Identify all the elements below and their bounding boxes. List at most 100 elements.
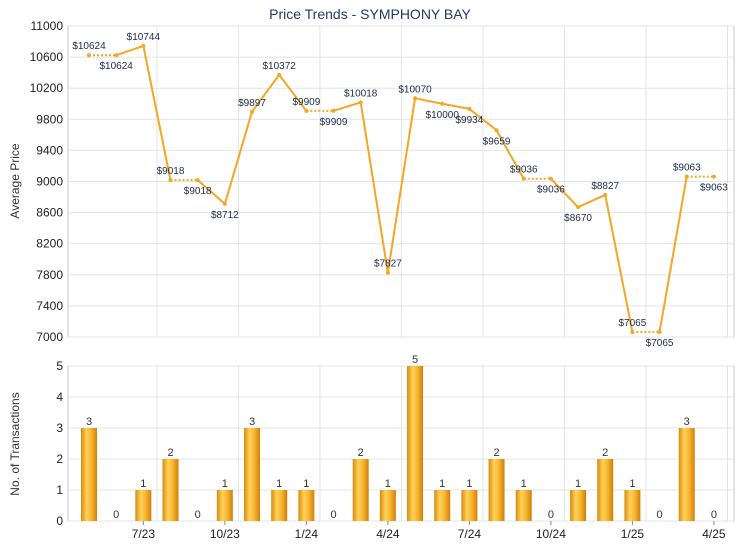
- price-data-label: $9018: [157, 166, 185, 177]
- price-y-tick-label: 7400: [36, 299, 63, 313]
- transaction-bar: [298, 490, 315, 521]
- price-line-segment: [550, 178, 579, 208]
- price-data-label: $10624: [99, 61, 133, 72]
- transaction-bar: [352, 459, 369, 521]
- price-point: [331, 108, 336, 113]
- price-data-label: $9036: [537, 185, 565, 196]
- transaction-bar: [244, 428, 261, 521]
- transaction-bar: [678, 428, 695, 521]
- transaction-count-label: 1: [303, 478, 309, 490]
- transaction-bar: [570, 490, 587, 521]
- transaction-count-label: 5: [412, 354, 418, 366]
- transaction-bar: [407, 366, 424, 521]
- price-data-label: $7065: [618, 318, 646, 329]
- price-point: [521, 176, 526, 181]
- price-y-tick-label: 10600: [30, 50, 64, 64]
- transaction-bar: [135, 490, 152, 521]
- price-point: [195, 178, 200, 183]
- transaction-count-label: 2: [493, 447, 499, 459]
- price-data-label: $9018: [184, 186, 212, 197]
- price-point: [440, 101, 445, 106]
- x-tick-label: 10/24: [536, 527, 566, 541]
- transaction-y-tick-label: 4: [56, 390, 63, 404]
- price-point: [87, 53, 91, 58]
- price-data-label: $9036: [510, 165, 538, 176]
- transaction-y-tick-label: 0: [56, 514, 63, 528]
- price-data-label: $8827: [591, 181, 619, 192]
- x-tick-label: 7/24: [458, 527, 482, 541]
- price-point: [385, 270, 390, 275]
- x-tick-label: 7/23: [132, 527, 156, 541]
- transaction-count-label: 1: [575, 478, 581, 490]
- price-point: [358, 100, 363, 105]
- price-line-segment: [604, 194, 634, 333]
- price-point: [277, 72, 282, 77]
- transaction-gridlines: 0 1 2 3 4 5: [56, 359, 735, 528]
- price-data-label: $10000: [426, 110, 460, 121]
- price-y-tick-label: 10200: [30, 81, 64, 95]
- transaction-bar: [488, 459, 505, 521]
- transaction-count-label: 1: [385, 478, 391, 490]
- price-point: [114, 53, 119, 58]
- price-point: [467, 106, 472, 111]
- transaction-bar: [461, 490, 478, 521]
- price-line-segment: [414, 97, 443, 105]
- price-y-tick-label: 11000: [31, 19, 64, 33]
- transaction-count-label: 0: [548, 509, 554, 521]
- price-line-segment: [278, 74, 308, 112]
- chart-title: Price Trends - SYMPHONY BAY: [269, 6, 471, 22]
- x-tick-label: 1/25: [621, 527, 645, 541]
- price-data-label: $9063: [700, 183, 728, 194]
- transaction-count-label: 3: [249, 416, 255, 428]
- x-tick-label: 4/25: [702, 527, 726, 541]
- price-data-label: $9063: [673, 163, 701, 174]
- transaction-count-label: 1: [521, 478, 527, 490]
- transaction-count-label: 0: [330, 509, 336, 521]
- transaction-y-tick-label: 2: [56, 452, 63, 466]
- transaction-count-label: 1: [466, 478, 472, 490]
- price-line-segment: [468, 108, 498, 132]
- price-data-label: $8712: [211, 210, 239, 221]
- transaction-count-label: 1: [276, 478, 282, 490]
- price-line-segment: [495, 129, 525, 180]
- price-line-series: $10624 $10624 $10744 $9018 $9018 $8712 $9897 $1…: [72, 32, 728, 349]
- price-point: [548, 176, 553, 181]
- transaction-count-label: 2: [602, 447, 608, 459]
- price-y-tick-label: 8600: [36, 206, 63, 220]
- price-point: [494, 128, 499, 133]
- transaction-bar: [434, 490, 451, 521]
- price-point: [141, 43, 146, 48]
- transaction-bar: [162, 459, 179, 521]
- transaction-count-label: 1: [439, 478, 445, 490]
- transaction-y-tick-label: 3: [56, 421, 63, 435]
- price-data-label: $9934: [455, 115, 483, 126]
- price-point: [222, 201, 227, 206]
- transaction-bar: [624, 490, 641, 521]
- price-point: [168, 178, 173, 183]
- price-line-segment: [386, 98, 417, 273]
- price-data-label: $10070: [398, 84, 432, 95]
- price-line-segment: [197, 179, 226, 205]
- transaction-count-label: 1: [629, 478, 635, 490]
- transaction-y-tick-label: 1: [56, 483, 63, 497]
- price-data-label: $9909: [320, 117, 348, 128]
- transaction-count-label: 1: [140, 478, 146, 490]
- price-data-label: $8670: [564, 213, 592, 224]
- transaction-count-label: 1: [222, 478, 228, 490]
- price-y-tick-label: 7000: [36, 330, 63, 344]
- price-point: [684, 174, 689, 179]
- transaction-bar: [216, 490, 233, 521]
- transaction-count-label: 0: [657, 509, 663, 521]
- transaction-bar: [597, 459, 614, 521]
- axes: 7/23 10/23 1/24 4/24 7/24 10/24 1/25 4/25: [132, 521, 726, 541]
- price-line-segment: [223, 111, 253, 205]
- price-data-label: $9909: [292, 97, 320, 108]
- x-tick-label: 4/24: [376, 527, 400, 541]
- transaction-count-label: 3: [86, 416, 92, 428]
- price-point: [603, 192, 608, 197]
- transaction-bar: [515, 490, 532, 521]
- price-data-label: $10744: [127, 32, 161, 43]
- price-data-label: $7827: [374, 259, 402, 270]
